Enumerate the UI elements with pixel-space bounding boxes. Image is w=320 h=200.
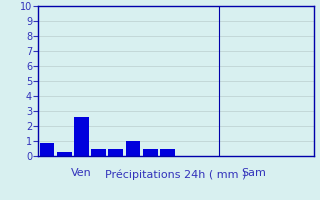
Bar bbox=[143, 148, 157, 156]
Bar bbox=[40, 142, 54, 156]
Text: Ven: Ven bbox=[71, 168, 92, 178]
Bar bbox=[126, 141, 140, 156]
Bar bbox=[160, 148, 175, 156]
Text: Sam: Sam bbox=[241, 168, 266, 178]
X-axis label: Précipitations 24h ( mm ): Précipitations 24h ( mm ) bbox=[105, 170, 247, 180]
Bar bbox=[91, 148, 106, 156]
Bar bbox=[57, 152, 71, 156]
Bar bbox=[74, 117, 89, 156]
Bar bbox=[108, 148, 123, 156]
